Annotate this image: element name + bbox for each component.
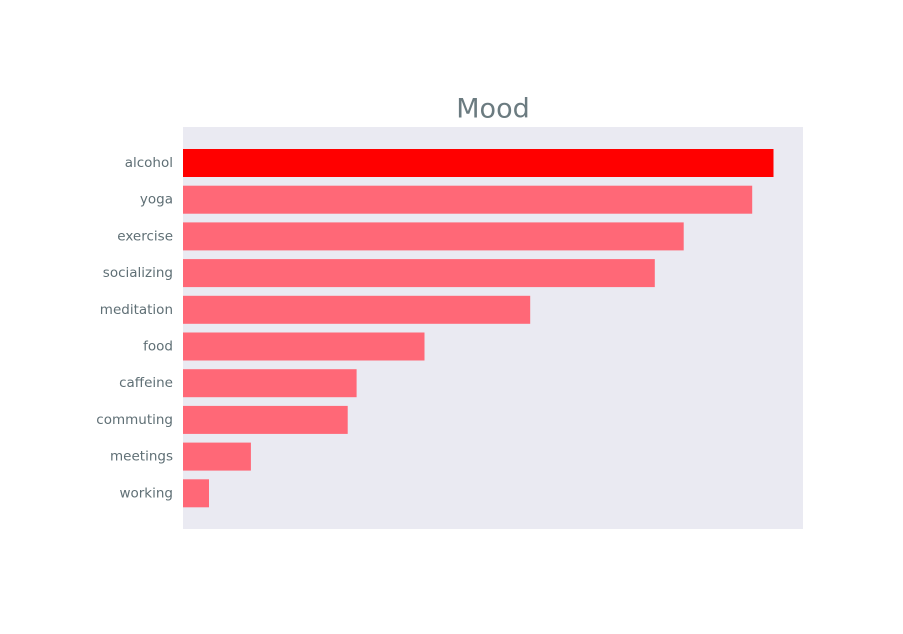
bar-exercise <box>183 222 684 251</box>
bar-food <box>183 332 425 361</box>
y-tick-label-commuting: commuting <box>96 412 173 428</box>
bar-caffeine <box>183 369 357 398</box>
y-tick-label-caffeine: caffeine <box>119 375 173 391</box>
bar-yoga <box>183 185 753 214</box>
y-tick-label-socializing: socializing <box>103 265 173 281</box>
bar-alcohol <box>183 149 774 177</box>
bar-meditation <box>183 295 531 324</box>
bar-working <box>183 479 209 508</box>
y-tick-label-meetings: meetings <box>110 449 173 465</box>
y-tick-label-alcohol: alcohol <box>125 155 173 171</box>
bar-meetings <box>183 442 251 471</box>
y-tick-label-food: food <box>143 339 173 355</box>
y-tick-labels: alcohol yoga exercise socializing meditation… <box>96 155 173 501</box>
chart-title: Mood <box>456 94 529 125</box>
y-tick-label-meditation: meditation <box>100 302 173 318</box>
bars-layer <box>183 149 774 508</box>
y-tick-label-working: working <box>119 485 173 501</box>
bar-commuting <box>183 405 348 434</box>
y-tick-label-exercise: exercise <box>117 228 173 244</box>
y-tick-label-yoga: yoga <box>140 192 173 208</box>
bar-socializing <box>183 259 655 288</box>
